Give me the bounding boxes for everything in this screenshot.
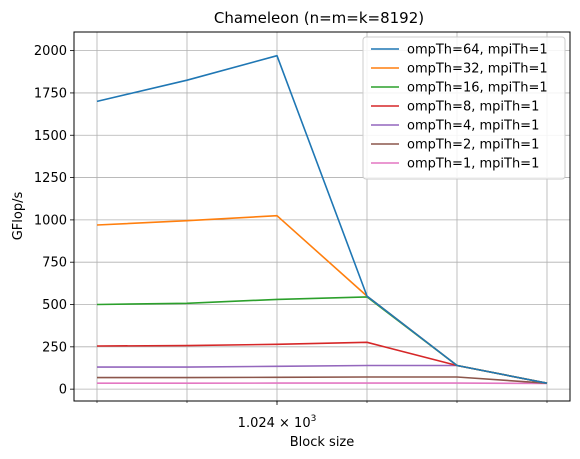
y-tick-label: 750 bbox=[42, 256, 67, 271]
legend-label: ompTh=1, mpiTh=1 bbox=[407, 157, 539, 172]
plot-frame bbox=[73, 31, 571, 402]
x-axis-label: Block size bbox=[290, 435, 355, 450]
legend-label: ompTh=4, mpiTh=1 bbox=[407, 119, 539, 134]
legend-label: ompTh=8, mpiTh=1 bbox=[407, 100, 539, 115]
legend-label: ompTh=64, mpiTh=1 bbox=[407, 43, 548, 58]
chart-title: Chameleon (n=m=k=8192) bbox=[214, 9, 424, 27]
y-axis-label: GFlop/s bbox=[11, 192, 26, 241]
legend: ompTh=64, mpiTh=1 ompTh=32, mpiTh=1 ompTh=… bbox=[362, 36, 566, 180]
legend-label: ompTh=2, mpiTh=1 bbox=[407, 138, 539, 153]
axis-ticks: 1.024 × 103 0 250 500 750 1000 1250 1500 1750 200… bbox=[34, 44, 548, 431]
legend-box bbox=[362, 36, 566, 180]
y-tick-label: 1750 bbox=[34, 86, 67, 101]
y-tick-label: 500 bbox=[42, 298, 67, 313]
legend-label: ompTh=16, mpiTh=1 bbox=[407, 81, 548, 96]
legend-label: ompTh=32, mpiTh=1 bbox=[407, 62, 548, 77]
y-tick-label: 1000 bbox=[34, 213, 67, 228]
y-tick-label: 1500 bbox=[34, 129, 67, 144]
series-line bbox=[97, 364, 548, 384]
y-tick-label: 0 bbox=[59, 383, 67, 398]
series-line bbox=[97, 376, 548, 384]
series-lines bbox=[96, 54, 548, 385]
series-line bbox=[96, 214, 548, 384]
series-line bbox=[96, 54, 548, 384]
y-tick-label: 1250 bbox=[34, 171, 67, 186]
y-tick-label: 250 bbox=[42, 340, 67, 355]
y-tick-label: 2000 bbox=[34, 44, 67, 59]
x-tick-label: 1.024 × 103 bbox=[238, 414, 317, 431]
